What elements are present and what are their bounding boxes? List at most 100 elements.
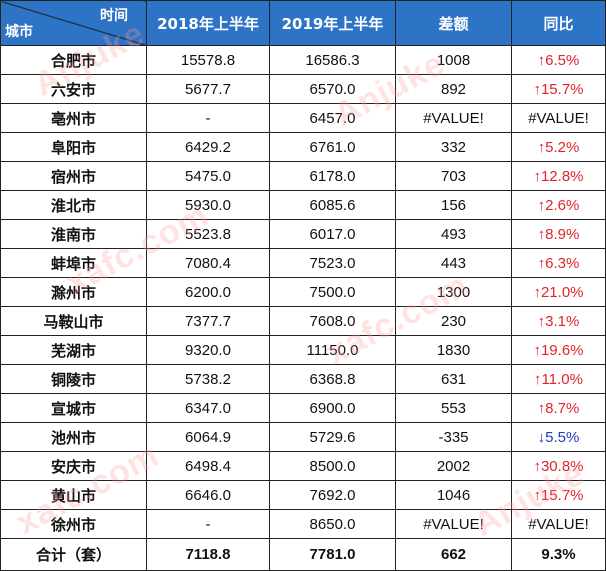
yoy-cell: ↑5.2%: [511, 132, 606, 162]
table-row: 蚌埠市 7080.4 7523.0 443 ↑6.3%: [0, 248, 606, 278]
yoy-cell: ↑30.8%: [511, 451, 606, 481]
city-cell: 安庆市: [0, 451, 147, 481]
total-row: 合计（套） 7118.8 7781.0 662 9.3%: [0, 538, 606, 571]
yoy-cell: ↑3.1%: [511, 306, 606, 336]
value-2018-cell: 6498.4: [146, 451, 270, 481]
table-row: 淮北市 5930.0 6085.6 156 ↑2.6%: [0, 190, 606, 220]
yoy-cell: ↑12.8%: [511, 161, 606, 191]
city-cell: 淮南市: [0, 219, 147, 249]
total-label-cell: 合计（套）: [0, 538, 147, 571]
total-2019-cell: 7781.0: [269, 538, 396, 571]
value-2019-cell: 6570.0: [269, 74, 396, 104]
city-cell: 马鞍山市: [0, 306, 147, 336]
value-2018-cell: 5930.0: [146, 190, 270, 220]
yoy-cell: ↑11.0%: [511, 364, 606, 394]
city-cell: 芜湖市: [0, 335, 147, 365]
diff-cell: 1046: [395, 480, 512, 510]
col-header-diff: 差额: [395, 0, 512, 46]
diff-cell: 1300: [395, 277, 512, 307]
value-2019-cell: 11150.0: [269, 335, 396, 365]
yoy-cell: ↑2.6%: [511, 190, 606, 220]
city-cell: 宣城市: [0, 393, 147, 423]
diff-cell: 156: [395, 190, 512, 220]
col-header-2019: 2019年上半年: [269, 0, 396, 46]
value-2018-cell: 6200.0: [146, 277, 270, 307]
value-2019-cell: 6085.6: [269, 190, 396, 220]
yoy-cell: #VALUE!: [511, 103, 606, 133]
yoy-cell: #VALUE!: [511, 509, 606, 539]
table-row: 徐州市 -8650.0 #VALUE! #VALUE!: [0, 509, 606, 539]
corner-header-cell: 时间 城市: [0, 0, 147, 46]
value-2018-cell: -: [146, 103, 270, 133]
table-row: 六安市 5677.7 6570.0 892 ↑15.7%: [0, 74, 606, 104]
value-2019-cell: 6761.0: [269, 132, 396, 162]
corner-city-label: 城市: [5, 24, 33, 40]
city-cell: 池州市: [0, 422, 147, 452]
value-2018-cell: 7377.7: [146, 306, 270, 336]
table-body: 合肥市 15578.8 16586.3 1008 ↑6.5% 六安市 5677.7 6570.…: [0, 45, 606, 571]
yoy-cell: ↑15.7%: [511, 480, 606, 510]
city-cell: 亳州市: [0, 103, 147, 133]
diff-cell: 892: [395, 74, 512, 104]
city-cell: 合肥市: [0, 45, 147, 75]
diff-cell: 1830: [395, 335, 512, 365]
value-2018-cell: 6646.0: [146, 480, 270, 510]
yoy-cell: ↑21.0%: [511, 277, 606, 307]
table-row: 芜湖市 9320.0 11150.0 1830 ↑19.6%: [0, 335, 606, 365]
table-row: 合肥市 15578.8 16586.3 1008 ↑6.5%: [0, 45, 606, 75]
diff-cell: 553: [395, 393, 512, 423]
total-2018-cell: 7118.8: [146, 538, 270, 571]
total-diff-cell: 662: [395, 538, 512, 571]
value-2018-cell: 6347.0: [146, 393, 270, 423]
city-cell: 宿州市: [0, 161, 147, 191]
yoy-cell: ↑6.3%: [511, 248, 606, 278]
diff-cell: 631: [395, 364, 512, 394]
table-row: 马鞍山市 7377.7 7608.0 230 ↑3.1%: [0, 306, 606, 336]
value-2019-cell: 7523.0: [269, 248, 396, 278]
city-cell: 阜阳市: [0, 132, 147, 162]
table-row: 黄山市 6646.0 7692.0 1046 ↑15.7%: [0, 480, 606, 510]
table-row: 阜阳市 6429.2 6761.0 332 ↑5.2%: [0, 132, 606, 162]
table-row: 淮南市 5523.8 6017.0 493 ↑8.9%: [0, 219, 606, 249]
value-2019-cell: 6900.0: [269, 393, 396, 423]
value-2018-cell: 5677.7: [146, 74, 270, 104]
value-2019-cell: 6368.8: [269, 364, 396, 394]
city-cell: 铜陵市: [0, 364, 147, 394]
diff-cell: 332: [395, 132, 512, 162]
yoy-cell: ↑6.5%: [511, 45, 606, 75]
value-2018-cell: 5523.8: [146, 219, 270, 249]
yoy-cell: ↑19.6%: [511, 335, 606, 365]
value-2019-cell: 6178.0: [269, 161, 396, 191]
table-row: 铜陵市 5738.2 6368.8 631 ↑11.0%: [0, 364, 606, 394]
value-2018-cell: 5475.0: [146, 161, 270, 191]
yoy-cell: ↓5.5%: [511, 422, 606, 452]
diff-cell: -335: [395, 422, 512, 452]
value-2019-cell: 6457.0: [269, 103, 396, 133]
value-2019-cell: 7500.0: [269, 277, 396, 307]
value-2019-cell: 16586.3: [269, 45, 396, 75]
corner-time-label: 时间: [100, 8, 128, 24]
value-2018-cell: 7080.4: [146, 248, 270, 278]
value-2019-cell: 8500.0: [269, 451, 396, 481]
diff-cell: #VALUE!: [395, 509, 512, 539]
diff-cell: 493: [395, 219, 512, 249]
diff-cell: 1008: [395, 45, 512, 75]
table-row: 亳州市 -6457.0 #VALUE! #VALUE!: [0, 103, 606, 133]
value-2018-cell: 6429.2: [146, 132, 270, 162]
table-row: 滁州市 6200.0 7500.0 1300 ↑21.0%: [0, 277, 606, 307]
diff-cell: #VALUE!: [395, 103, 512, 133]
yoy-cell: ↑8.7%: [511, 393, 606, 423]
value-2018-cell: 9320.0: [146, 335, 270, 365]
city-cell: 徐州市: [0, 509, 147, 539]
value-2019-cell: 6017.0: [269, 219, 396, 249]
yoy-cell: ↑15.7%: [511, 74, 606, 104]
total-yoy-cell: 9.3%: [511, 538, 606, 571]
value-2019-cell: 8650.0: [269, 509, 396, 539]
col-header-2018: 2018年上半年: [146, 0, 270, 46]
diff-cell: 443: [395, 248, 512, 278]
diff-cell: 230: [395, 306, 512, 336]
city-cell: 蚌埠市: [0, 248, 147, 278]
diff-cell: 703: [395, 161, 512, 191]
city-cell: 黄山市: [0, 480, 147, 510]
